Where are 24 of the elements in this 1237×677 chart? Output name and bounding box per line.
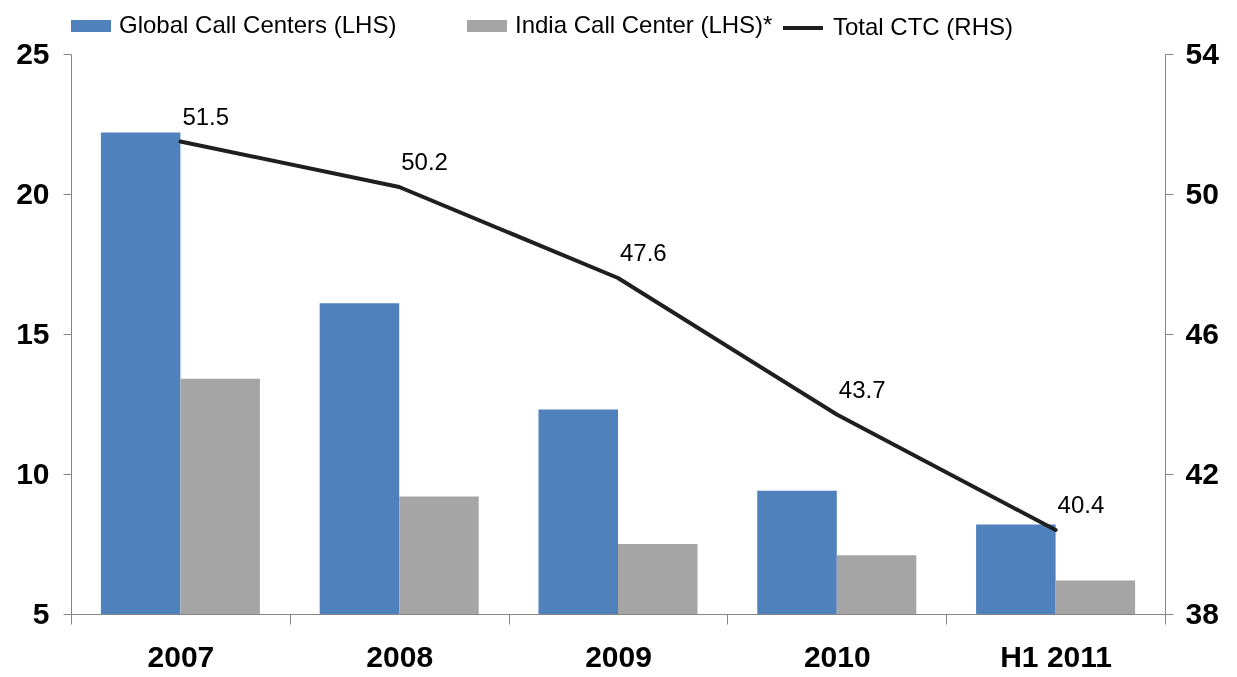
y2-tick-label: 46 xyxy=(1185,316,1219,350)
x-tick-label: 2009 xyxy=(585,639,652,673)
data-label: 40.4 xyxy=(1057,491,1105,518)
legend-label: Total CTC (RHS) xyxy=(833,13,1014,40)
data-label: 43.7 xyxy=(838,375,886,403)
y-tick-label: 20 xyxy=(16,176,50,210)
data-label: 51.5 xyxy=(182,102,230,130)
y2-tick-label: 54 xyxy=(1185,36,1220,70)
legend-label: India Call Center (LHS)* xyxy=(515,11,773,38)
x-tick-label: 2010 xyxy=(803,639,871,673)
y-tick-label: 15 xyxy=(16,316,50,350)
x-tick-label: 2008 xyxy=(366,639,434,673)
y2-tick-label: 50 xyxy=(1185,176,1219,210)
y-tick-label: 5 xyxy=(32,596,50,630)
legend-label: Global Call Centers (LHS) xyxy=(119,11,397,38)
y2-tick-label: 42 xyxy=(1185,456,1219,490)
x-tick-label: 2007 xyxy=(147,639,215,673)
y-tick-label: 10 xyxy=(16,456,50,490)
data-label: 50.2 xyxy=(401,148,448,175)
line-series xyxy=(178,139,1058,532)
y2-tick-label: 38 xyxy=(1185,596,1219,630)
data-label: 47.6 xyxy=(620,239,667,266)
y-tick-label: 25 xyxy=(16,36,50,70)
x-tick-label: H1 2011 xyxy=(1000,639,1112,673)
